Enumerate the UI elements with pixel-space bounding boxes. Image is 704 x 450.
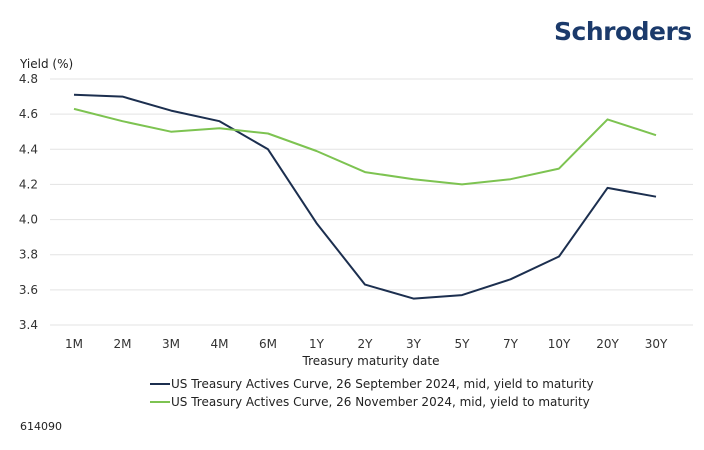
x-tick-label: 7Y <box>503 337 519 351</box>
y-tick-label: 4.2 <box>19 177 38 191</box>
x-tick-label: 1M <box>65 337 83 351</box>
y-tick-label: 4.0 <box>19 213 38 227</box>
y-tick-label: 3.4 <box>19 318 38 332</box>
legend-label: US Treasury Actives Curve, 26 November 2… <box>171 395 590 409</box>
x-tick-label: 1Y <box>309 337 325 351</box>
y-tick-label: 4.4 <box>19 142 38 156</box>
series-lines <box>73 93 657 300</box>
x-tick-label: 10Y <box>548 337 571 351</box>
x-tick-label: 4M <box>211 337 229 351</box>
x-tick-label: 3Y <box>406 337 422 351</box>
x-tick-label: 6M <box>259 337 277 351</box>
x-tick-label: 2M <box>114 337 132 351</box>
x-axis-title: Treasury maturity date <box>302 354 440 368</box>
y-tick-label: 4.8 <box>19 72 38 86</box>
gridlines <box>50 78 693 326</box>
x-tick-label: 2Y <box>358 337 374 351</box>
x-tick-labels: 1M 2M 3M 4M 6M 1Y 2Y 3Y 5Y 7Y 10Y 20Y 30Y <box>65 337 668 351</box>
legend: US Treasury Actives Curve, 26 September … <box>150 377 594 409</box>
y-axis-title: Yield (%) <box>19 57 73 71</box>
legend-label: US Treasury Actives Curve, 26 September … <box>171 377 594 391</box>
series-line-2 <box>73 107 657 186</box>
x-tick-label: 20Y <box>596 337 619 351</box>
x-tick-label: 5Y <box>455 337 471 351</box>
y-tick-labels: 3.4 3.6 3.8 4.0 4.2 4.4 4.6 4.8 <box>19 72 38 332</box>
chart-reference-number: 614090 <box>20 420 62 433</box>
y-tick-label: 3.6 <box>19 283 38 297</box>
y-tick-label: 3.8 <box>19 248 38 262</box>
series-line-1 <box>73 93 657 300</box>
y-tick-label: 4.6 <box>19 107 38 121</box>
x-tick-label: 30Y <box>645 337 668 351</box>
x-tick-label: 3M <box>162 337 180 351</box>
schroders-logo: Schroders <box>554 17 692 46</box>
